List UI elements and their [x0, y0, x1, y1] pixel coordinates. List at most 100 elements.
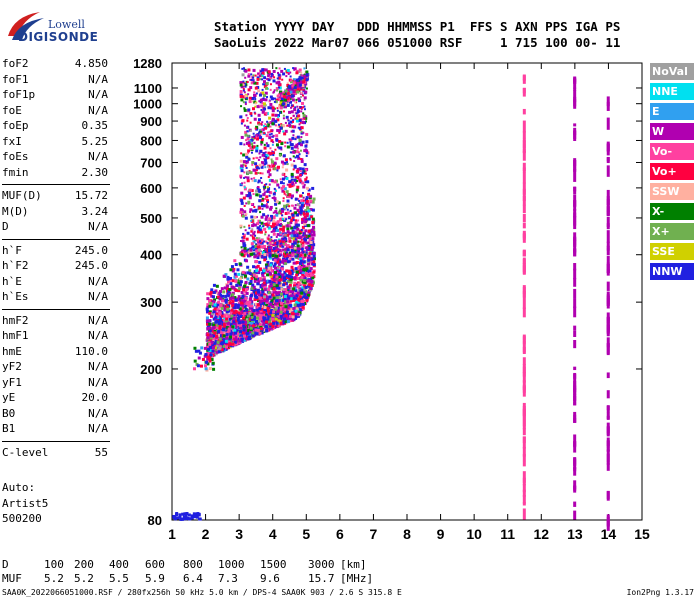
echo-point — [273, 97, 276, 100]
interference-segment — [606, 390, 610, 399]
echo-point — [284, 288, 288, 292]
echo-point — [207, 326, 211, 330]
echo-point — [248, 191, 252, 195]
echo-point — [260, 181, 263, 184]
echo-point — [206, 322, 210, 326]
echo-point — [212, 283, 216, 287]
echo-point — [225, 333, 229, 337]
digisonde-logo: Lowell DIGISONDE — [4, 8, 114, 48]
echo-point — [291, 120, 294, 123]
echo-point — [282, 93, 286, 97]
echo-point — [296, 213, 300, 217]
echo-point — [298, 277, 302, 281]
echo-point — [270, 236, 273, 239]
echo-point — [228, 291, 232, 295]
echo-point — [304, 289, 308, 293]
echo-point — [242, 288, 246, 292]
echo-point — [311, 276, 315, 280]
echo-point — [300, 266, 304, 270]
echo-point — [267, 238, 270, 241]
echo-point — [288, 316, 292, 320]
param-value: N/A — [88, 313, 108, 327]
param-value: 5.25 — [81, 134, 109, 148]
echo-point — [289, 290, 293, 294]
echo-point — [227, 314, 231, 318]
interference-segment — [522, 495, 526, 504]
echo-point — [300, 304, 304, 308]
echo-point — [220, 299, 224, 303]
echo-point — [292, 298, 296, 302]
echo-point — [251, 96, 255, 100]
echo-point — [211, 349, 215, 353]
echo-point — [261, 198, 265, 202]
interference-segment — [606, 216, 610, 230]
echo-point — [287, 274, 291, 278]
echo-point — [298, 295, 302, 299]
echo-point — [246, 179, 250, 183]
echo-point — [242, 254, 246, 258]
echo-point — [226, 275, 230, 279]
echo-point — [218, 297, 222, 301]
echo-point — [209, 346, 213, 350]
echo-point — [252, 285, 256, 289]
interference-segment — [573, 160, 577, 173]
echo-point — [243, 247, 247, 251]
echo-point — [290, 237, 293, 240]
echo-point — [240, 246, 243, 249]
echo-point — [262, 276, 266, 280]
echo-point — [294, 176, 297, 179]
echo-point — [241, 119, 245, 123]
echo-point — [243, 225, 246, 228]
echo-point — [224, 294, 228, 298]
echo-point — [305, 212, 309, 216]
echo-point — [287, 195, 291, 199]
echo-point — [231, 279, 235, 283]
echo-point — [257, 193, 261, 197]
echo-point — [242, 196, 246, 200]
echo-point — [269, 274, 273, 278]
echo-point — [242, 153, 246, 157]
echo-point — [300, 159, 304, 163]
echo-point — [240, 164, 244, 168]
echo-point — [269, 246, 273, 250]
interference-segment — [573, 485, 577, 490]
echo-point — [240, 301, 244, 305]
echo-point — [233, 259, 237, 263]
echo-point — [203, 364, 207, 368]
echo-point — [261, 207, 264, 210]
echo-point — [290, 197, 293, 200]
echo-point — [286, 320, 290, 324]
echo-point — [266, 279, 270, 283]
echo-point — [254, 74, 257, 77]
echo-point — [206, 339, 210, 343]
echo-point — [293, 206, 297, 210]
echo-point — [298, 68, 302, 72]
echo-point — [254, 260, 258, 264]
echo-point — [262, 105, 266, 109]
echo-point — [282, 248, 286, 252]
echo-point — [250, 286, 254, 290]
echo-point — [309, 208, 313, 212]
echo-point — [265, 313, 269, 317]
echo-point — [260, 241, 263, 244]
echo-point — [237, 289, 241, 293]
interference-segment — [573, 366, 577, 371]
echo-point — [194, 513, 198, 517]
echo-point — [290, 204, 293, 207]
echo-point — [302, 212, 306, 216]
echo-point — [284, 305, 288, 309]
echo-point — [241, 236, 244, 239]
echo-point — [258, 123, 261, 126]
echo-point — [309, 194, 313, 198]
echo-point — [271, 239, 275, 243]
echo-point — [282, 124, 286, 128]
echo-point — [217, 302, 221, 306]
x-tick-label: 7 — [370, 526, 378, 542]
echo-point — [290, 104, 293, 107]
echo-point — [268, 272, 272, 276]
echo-point — [248, 224, 251, 227]
echo-point — [275, 286, 279, 290]
echo-point — [277, 248, 280, 251]
interference-segment — [522, 471, 526, 483]
echo-point — [266, 301, 270, 305]
